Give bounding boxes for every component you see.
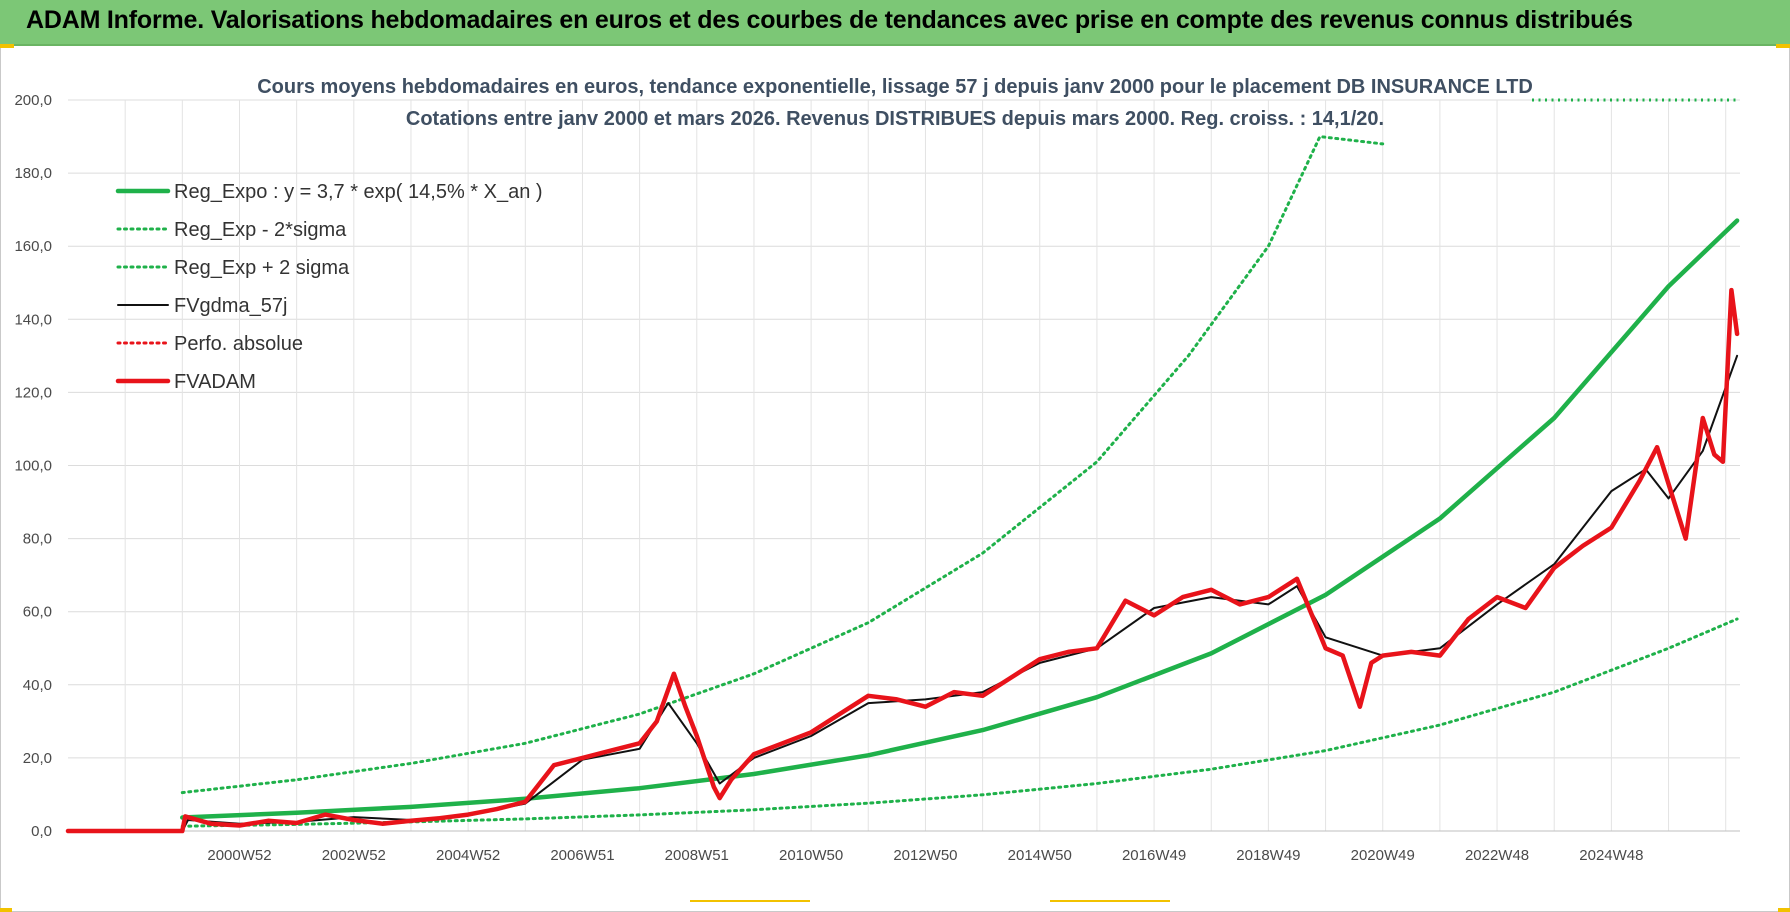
banner: ADAM Informe. Valorisations hebdomadaire… [0,0,1790,46]
legend-label: Reg_Exp - 2*sigma [174,219,347,241]
x-tick-label: 2002W52 [322,847,386,864]
series-line-reg-exp-2-sigma [180,617,1739,828]
x-tick-label: 2018W49 [1236,847,1300,864]
banner-title: ADAM Informe. Valorisations hebdomadaire… [26,6,1633,34]
y-tick-label: 20,0 [23,750,52,767]
corner-accent-top-right [1776,44,1790,48]
x-tick-label: 2010W50 [779,847,843,864]
y-tick-label: 160,0 [14,238,52,255]
bottom-accent-2 [1050,900,1170,902]
chart-subtitle: Cotations entre janv 2000 et mars 2026. … [406,108,1384,130]
series-line-reg-exp-2-sigma [180,135,1385,795]
x-tick-label: 2020W49 [1351,847,1415,864]
series-line-fvgdma-57j [67,354,1739,832]
legend-label: FVADAM [174,371,256,393]
series-line-fvadam [65,287,1740,834]
x-tick-label: 2012W50 [893,847,957,864]
x-tick-labels: 2000W52 2002W52 2004W52 2006W51 2008W51 2010W… [207,847,1643,864]
y-tick-labels: 0,0 20,0 40,0 60,0 80,0 100,0 120,0 140,0 160,0 1… [14,92,52,840]
legend-label: FVgdma_57j [174,295,287,317]
corner-accent-top-left [0,44,14,48]
x-tick-label: 2004W52 [436,847,500,864]
chart-title: Cours moyens hebdomadaires en euros, ten… [257,76,1533,98]
grid [68,99,1740,832]
legend-label: Perfo. absolue [174,333,303,355]
legend: Reg_Expo : y = 3,7 * exp( 14,5% * X_an )… [115,181,543,393]
y-tick-label: 40,0 [23,677,52,694]
y-tick-label: 100,0 [14,458,52,475]
y-tick-label: 180,0 [14,165,52,182]
y-tick-label: 120,0 [14,384,52,401]
legend-label: Reg_Expo : y = 3,7 * exp( 14,5% * X_an ) [174,181,543,203]
x-tick-label: 2016W49 [1122,847,1186,864]
x-tick-label: 2024W48 [1579,847,1643,864]
y-tick-label: 200,0 [14,92,52,109]
legend-label: Reg_Exp + 2 sigma [174,257,350,279]
x-tick-label: 2000W52 [207,847,271,864]
x-tick-label: 2014W50 [1008,847,1072,864]
corner-accent-bottom-left [0,908,12,912]
y-tick-label: 80,0 [23,531,52,548]
y-tick-label: 140,0 [14,311,52,328]
corner-accent-bottom-right [1778,908,1790,912]
series-line-reg-expo-y-3-7-exp-14-5-x-an [180,218,1740,820]
bottom-accent-1 [690,900,810,902]
x-tick-label: 2022W48 [1465,847,1529,864]
y-tick-label: 0,0 [31,823,52,840]
series [65,98,1740,834]
x-tick-label: 2008W51 [665,847,729,864]
y-tick-label: 60,0 [23,604,52,621]
x-tick-label: 2006W51 [550,847,614,864]
